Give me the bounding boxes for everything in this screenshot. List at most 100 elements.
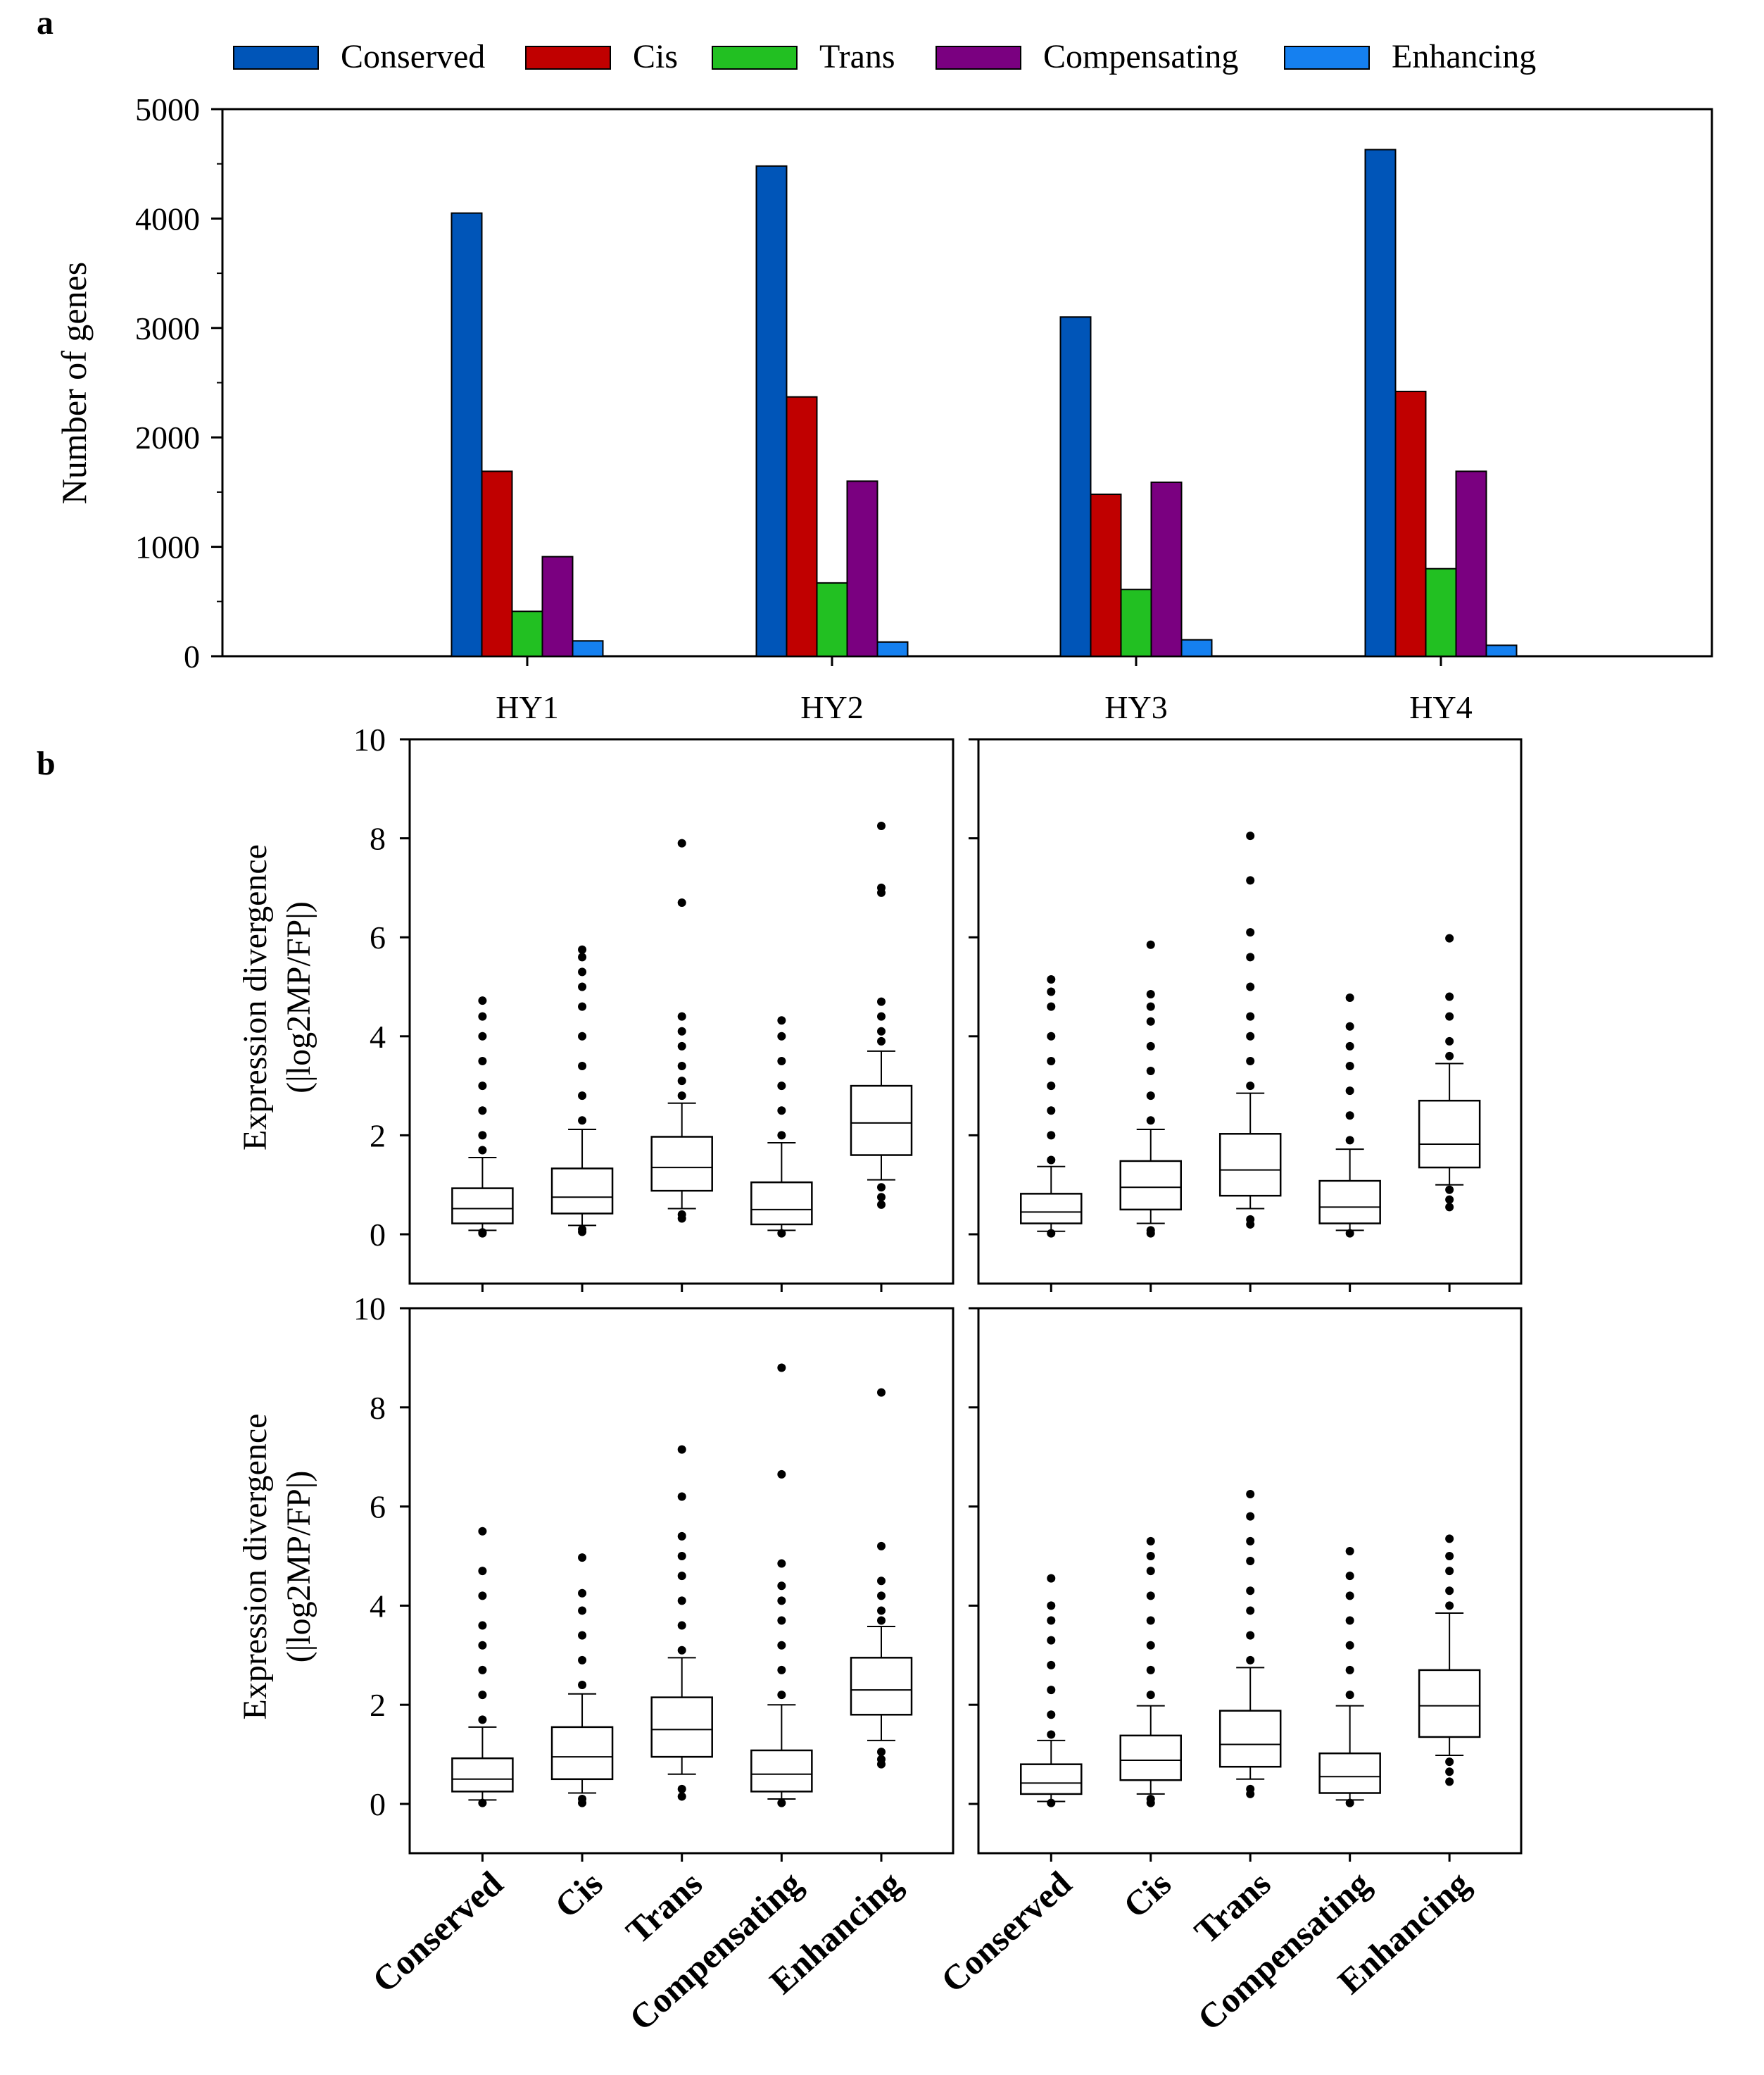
outlier-enhancing-4 (877, 1027, 886, 1036)
outlier-trans-1 (1246, 1784, 1255, 1793)
outlier-enhancing-2 (1445, 1185, 1454, 1194)
x-tick-label-cis: Cis (1116, 1864, 1178, 1926)
legend: Conserved Cis Trans Compensating Enhancing (233, 38, 1536, 75)
x-tick-label-conserved: Conserved (365, 1863, 510, 2000)
x-tick-label-trans: Trans (1187, 1864, 1278, 1952)
outlier-enhancing-3 (877, 1036, 886, 1046)
box-compensating (1318, 1179, 1381, 1224)
outlier-trans-5 (677, 1041, 686, 1051)
x-tick-label-conserved: Conserved (933, 1863, 1079, 2000)
y-tick-label-0: 0 (370, 1217, 386, 1253)
outlier-trans-5 (1246, 1586, 1255, 1596)
outlier-cis-5 (578, 1606, 587, 1615)
outlier-enhancing-8 (877, 1388, 886, 1397)
y-tick-label-6: 6 (370, 920, 386, 955)
outlier-trans-6 (677, 1027, 686, 1036)
outlier-compensating-5 (1345, 1591, 1354, 1600)
outlier-conserved-1 (478, 1228, 487, 1237)
outlier-cis-3 (578, 1091, 587, 1101)
outlier-conserved-0 (478, 1798, 487, 1807)
outlier-conserved-4 (1047, 1082, 1056, 1091)
y-axis-label: Number of genes (54, 262, 94, 504)
y-tick-label-5000: 5000 (135, 92, 200, 127)
y-tick-label-8: 8 (370, 1390, 386, 1426)
box-conserved (451, 1757, 514, 1793)
outlier-conserved-0 (1047, 1798, 1056, 1807)
legend-swatch-enhancing (1284, 46, 1370, 70)
box-trans (650, 1696, 713, 1758)
outlier-cis-3 (1146, 1665, 1155, 1674)
y-tick-label-10: 10 (353, 1291, 386, 1327)
outlier-enhancing-3 (877, 1616, 886, 1625)
bar-hy4-trans (1425, 568, 1457, 657)
y-tick-label-10: 10 (353, 722, 386, 758)
outlier-conserved-1 (478, 1715, 487, 1724)
outlier-compensating-2 (777, 1665, 786, 1674)
outlier-enhancing-5 (1445, 1567, 1454, 1576)
outlier-enhancing-1 (1445, 1195, 1454, 1204)
box-cis (550, 1726, 614, 1781)
outlier-enhancing-0 (1445, 1777, 1454, 1786)
outlier-cis-7 (1146, 1002, 1155, 1011)
outlier-enhancing-9 (877, 822, 886, 831)
outlier-conserved-1 (1047, 1155, 1056, 1165)
outlier-trans-4 (1246, 1032, 1255, 1041)
outlier-trans-6 (1246, 982, 1255, 991)
outlier-conserved-7 (478, 1567, 487, 1576)
outlier-cis-6 (578, 1002, 587, 1011)
outlier-trans-3 (677, 1077, 686, 1086)
outlier-conserved-5 (478, 1621, 487, 1630)
outlier-cis-5 (1146, 1041, 1155, 1051)
outlier-trans-3 (677, 1621, 686, 1630)
outlier-compensating-7 (777, 1559, 786, 1568)
outlier-enhancing-4 (1445, 1586, 1454, 1596)
outlier-cis-1 (578, 1224, 587, 1234)
outlier-enhancing-7 (877, 1541, 886, 1550)
outlier-cis-5 (1146, 1616, 1155, 1625)
outlier-cis-6 (1146, 1017, 1155, 1026)
outlier-conserved-1 (1047, 1730, 1056, 1739)
y-tick-label-6: 6 (370, 1489, 386, 1525)
box-trans (1218, 1710, 1282, 1768)
box-enhancing (1418, 1099, 1481, 1169)
outlier-cis-2 (1146, 1691, 1155, 1700)
y-axis-label-line1: Expression divergence (237, 1414, 274, 1720)
outlier-trans-8 (677, 898, 686, 907)
outlier-cis-8 (1146, 990, 1155, 999)
outlier-enhancing-1 (877, 1755, 886, 1764)
outlier-compensating-5 (1345, 1041, 1354, 1051)
outlier-conserved-5 (1047, 1056, 1056, 1065)
outlier-trans-8 (1246, 1512, 1255, 1521)
outlier-conserved-9 (478, 996, 487, 1005)
outlier-trans-2 (677, 1091, 686, 1101)
outlier-compensating-7 (1345, 993, 1354, 1002)
legend-label-compensating: Compensating (1043, 38, 1238, 75)
outlier-trans-2 (677, 1645, 686, 1655)
bar-hy3-trans (1120, 589, 1152, 657)
outlier-compensating-3 (1345, 1086, 1354, 1096)
y-tick-label-0: 0 (370, 1786, 386, 1822)
bar-chart: 0 1000 2000 3000 4000 5000 Number of genes HY1 H… (54, 92, 1713, 725)
outlier-conserved-2 (478, 1691, 487, 1700)
outlier-conserved-2 (1047, 1710, 1056, 1719)
outlier-enhancing-6 (1445, 992, 1454, 1001)
outlier-cis-6 (1146, 1591, 1155, 1600)
outlier-cis-5 (578, 1032, 587, 1041)
bar-hy2-enhancing (876, 641, 909, 657)
outlier-conserved-3 (1047, 1686, 1056, 1695)
outlier-compensating-1 (777, 1131, 786, 1140)
outlier-compensating-0 (1345, 1798, 1354, 1807)
panel-a-label: a (37, 4, 53, 42)
outlier-conserved-2 (1047, 1131, 1056, 1140)
outlier-compensating-6 (777, 1581, 786, 1591)
outlier-conserved-3 (478, 1131, 487, 1140)
outlier-conserved-4 (478, 1106, 487, 1115)
outlier-trans-7 (677, 1531, 686, 1541)
bar-hy2-compensating (846, 480, 878, 657)
bar-hy4-cis (1394, 390, 1427, 657)
outlier-cis-4 (578, 1631, 587, 1640)
box-compensating (750, 1181, 813, 1226)
bar-hy2-conserved (755, 165, 788, 658)
bar-hy3-compensating (1150, 481, 1183, 657)
